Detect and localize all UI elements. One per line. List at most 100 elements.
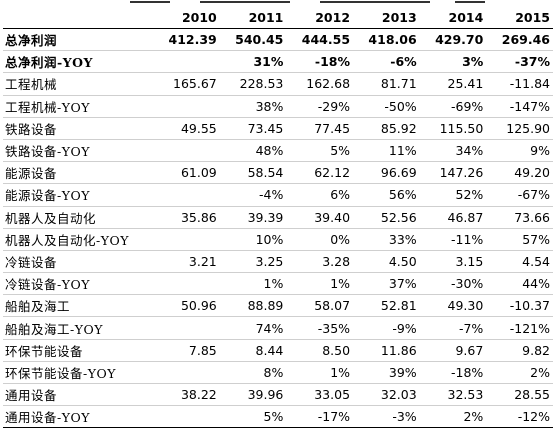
value-cell: -18% xyxy=(419,361,487,385)
value-cell: -30% xyxy=(419,272,487,296)
table-body: 总净利润 412.39 540.45 444.55 418.06 429.70 269.46… xyxy=(3,28,553,428)
value-cell: -11.84 xyxy=(486,72,553,96)
value-cell: -37% xyxy=(486,50,553,74)
table-row: 冷链设备-YOY 1% 1% 37% -30% 44% xyxy=(3,272,553,296)
header-row: 2010 2011 2012 2013 2014 2015 xyxy=(3,7,553,29)
row-label: 机器人及自动化 xyxy=(3,206,154,229)
table-row: 船舶及海工-YOY 74% -35% -9% -7% -121% xyxy=(3,316,553,340)
value-cell: 57% xyxy=(486,228,553,251)
table-row: 能源设备 61.09 58.54 62.12 96.69 147.26 49.20 xyxy=(3,161,553,185)
header-year: 2015 xyxy=(486,7,553,29)
header-year: 2011 xyxy=(219,7,287,29)
table-header: 2010 2011 2012 2013 2014 2015 xyxy=(3,7,553,29)
value-cell: 31% xyxy=(219,50,287,74)
value-cell: 58.54 xyxy=(219,161,287,185)
value-cell: 49.20 xyxy=(486,161,553,185)
value-cell xyxy=(153,405,220,428)
value-cell: 37% xyxy=(353,272,420,296)
row-label: 冷链设备 xyxy=(3,250,154,274)
value-cell: -17% xyxy=(286,405,354,428)
table-row: 环保节能设备-YOY 8% 1% 39% -18% 2% xyxy=(3,361,553,385)
row-label: 能源设备-YOY xyxy=(3,183,154,207)
value-cell: 1% xyxy=(219,272,287,296)
value-cell: 73.45 xyxy=(219,117,287,140)
value-cell: 2% xyxy=(419,405,487,428)
table-row: 工程机械 165.67 228.53 162.68 81.71 25.41 -11.84 xyxy=(3,72,553,96)
value-cell: 25.41 xyxy=(419,72,487,96)
value-cell: 1% xyxy=(286,361,354,385)
value-cell: -67% xyxy=(486,183,553,207)
row-label: 机器人及自动化-YOY xyxy=(3,228,154,251)
row-label: 铁路设备-YOY xyxy=(3,139,154,163)
value-cell: 32.03 xyxy=(353,383,420,407)
value-cell: -121% xyxy=(486,316,553,340)
value-cell: 52% xyxy=(419,183,487,207)
value-cell: -11% xyxy=(419,228,487,251)
value-cell: 32.53 xyxy=(419,383,487,407)
value-cell: -10.37 xyxy=(486,294,553,318)
value-cell: -50% xyxy=(353,95,420,118)
value-cell: 11.86 xyxy=(353,339,420,362)
value-cell: 5% xyxy=(286,139,354,163)
value-cell: 8% xyxy=(219,361,287,385)
value-cell: 85.92 xyxy=(353,117,420,140)
value-cell: 269.46 xyxy=(486,28,553,52)
value-cell: 125.90 xyxy=(486,117,553,140)
value-cell: 39% xyxy=(353,361,420,385)
value-cell: 50.96 xyxy=(153,294,220,318)
row-label: 环保节能设备 xyxy=(3,339,154,362)
value-cell: 81.71 xyxy=(353,72,420,96)
value-cell: 429.70 xyxy=(419,28,487,52)
value-cell: -7% xyxy=(419,316,487,340)
value-cell: 3.15 xyxy=(419,250,487,274)
row-label: 总净利润 xyxy=(3,28,154,52)
value-cell: 58.07 xyxy=(286,294,354,318)
row-label: 铁路设备 xyxy=(3,117,154,140)
row-label: 能源设备 xyxy=(3,161,154,185)
value-cell: 540.45 xyxy=(219,28,287,52)
value-cell: 52.56 xyxy=(353,206,420,229)
value-cell: -35% xyxy=(286,316,354,340)
value-cell: 52.81 xyxy=(353,294,420,318)
value-cell: 49.30 xyxy=(419,294,487,318)
table-row: 铁路设备 49.55 73.45 77.45 85.92 115.50 125.90 xyxy=(3,117,553,140)
value-cell: 0% xyxy=(286,228,354,251)
value-cell: 10% xyxy=(219,228,287,251)
value-cell: -147% xyxy=(486,95,553,118)
table-row: 工程机械-YOY 38% -29% -50% -69% -147% xyxy=(3,95,553,118)
value-cell: 33.05 xyxy=(286,383,354,407)
value-cell: -29% xyxy=(286,95,354,118)
value-cell: 9.82 xyxy=(486,339,553,362)
value-cell xyxy=(153,139,220,163)
value-cell: 9.67 xyxy=(419,339,487,362)
value-cell: 3% xyxy=(419,50,487,74)
value-cell: 39.96 xyxy=(219,383,287,407)
value-cell: 61.09 xyxy=(153,161,220,185)
value-cell: 44% xyxy=(486,272,553,296)
value-cell: -9% xyxy=(353,316,420,340)
value-cell: 39.39 xyxy=(219,206,287,229)
value-cell: 165.67 xyxy=(153,72,220,96)
row-label: 总净利润-YOY xyxy=(3,50,154,74)
table-row: 机器人及自动化-YOY 10% 0% 33% -11% 57% xyxy=(3,228,553,251)
net-profit-table: 2010 2011 2012 2013 2014 2015 总净利润 412.39 540.4… xyxy=(3,7,553,428)
value-cell: 162.68 xyxy=(286,72,354,96)
value-cell: 74% xyxy=(219,316,287,340)
value-cell xyxy=(153,95,220,118)
value-cell: 39.40 xyxy=(286,206,354,229)
value-cell: 228.53 xyxy=(219,72,287,96)
value-cell: 6% xyxy=(286,183,354,207)
value-cell: 9% xyxy=(486,139,553,163)
row-label: 通用设备-YOY xyxy=(3,405,154,428)
value-cell: 3.25 xyxy=(219,250,287,274)
value-cell: -18% xyxy=(286,50,354,74)
value-cell: 73.66 xyxy=(486,206,553,229)
value-cell xyxy=(153,50,220,74)
value-cell: 33% xyxy=(353,228,420,251)
value-cell: -4% xyxy=(219,183,287,207)
value-cell xyxy=(153,361,220,385)
value-cell: 2% xyxy=(486,361,553,385)
value-cell: 5% xyxy=(219,405,287,428)
value-cell: 46.87 xyxy=(419,206,487,229)
value-cell: -3% xyxy=(353,405,420,428)
